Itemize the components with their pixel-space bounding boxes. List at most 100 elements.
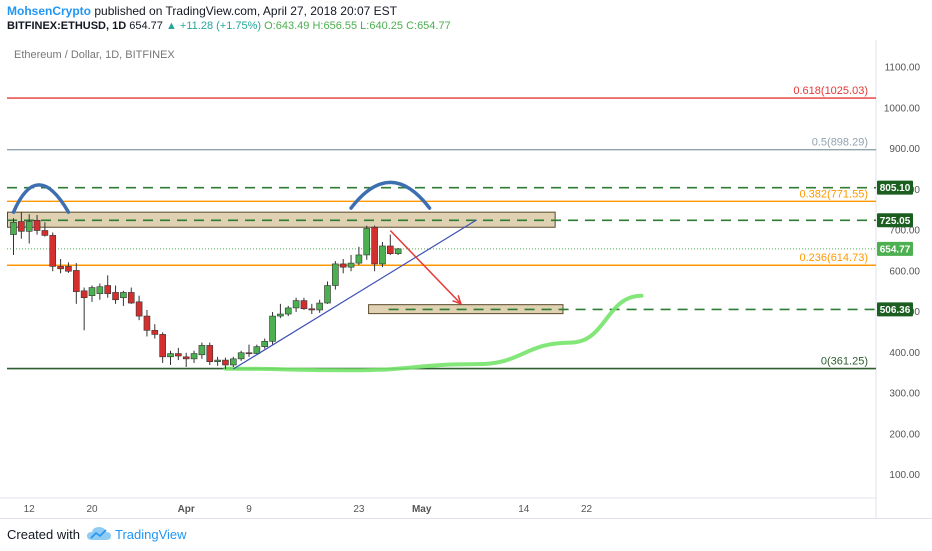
candle bbox=[65, 262, 72, 273]
y-tick-label: 1100.00 bbox=[885, 63, 921, 74]
price-tag-bg bbox=[877, 302, 913, 317]
price-tag-bg bbox=[877, 180, 913, 195]
candle-body bbox=[182, 356, 190, 360]
candle bbox=[112, 285, 119, 304]
candle bbox=[261, 338, 269, 349]
tradingview-brand-link[interactable]: TradingView bbox=[115, 527, 187, 542]
price-axis[interactable]: 100.00200.00300.00400.00500.00600.00700.… bbox=[884, 63, 921, 482]
candle-body bbox=[88, 287, 96, 297]
fib-label: 0.236(614.73) bbox=[800, 252, 869, 264]
author-link[interactable]: MohsenCrypto bbox=[7, 4, 91, 18]
candle-body bbox=[214, 359, 221, 363]
candle bbox=[127, 287, 135, 304]
candle-body bbox=[222, 359, 229, 366]
candle-body bbox=[198, 345, 206, 356]
level-price-tag: 805.10 bbox=[877, 180, 913, 195]
curve-layer bbox=[223, 293, 644, 373]
candle-body bbox=[120, 292, 127, 299]
tradingview-cloud-icon[interactable] bbox=[86, 526, 112, 542]
candle bbox=[284, 305, 292, 317]
candle bbox=[80, 287, 88, 331]
candle bbox=[347, 254, 355, 272]
candle bbox=[143, 309, 151, 337]
price-tag-bg bbox=[877, 241, 913, 256]
candle bbox=[245, 344, 253, 357]
zones-layer bbox=[7, 211, 564, 315]
candle bbox=[332, 261, 339, 290]
candle-body bbox=[65, 266, 72, 272]
x-tick-label: 12 bbox=[24, 504, 36, 515]
candle bbox=[190, 350, 198, 363]
candle-body bbox=[347, 262, 355, 268]
candle-body bbox=[355, 254, 363, 264]
x-tick-label: 22 bbox=[581, 504, 593, 515]
candle bbox=[308, 303, 316, 315]
candle bbox=[300, 297, 308, 310]
close-value: C:654.77 bbox=[406, 20, 451, 32]
level-price-tag: 725.05 bbox=[877, 213, 913, 228]
open-value: O:643.49 bbox=[264, 20, 310, 32]
candle bbox=[175, 347, 182, 361]
drawings-layer bbox=[11, 180, 477, 370]
candle bbox=[253, 344, 261, 355]
x-tick-label: May bbox=[412, 504, 432, 515]
candle bbox=[363, 225, 371, 260]
candle-body bbox=[190, 353, 198, 360]
price-tag-text: 654.77 bbox=[880, 244, 911, 255]
candle-body bbox=[175, 353, 182, 357]
candle-body bbox=[339, 263, 347, 268]
footer: Created with TradingView bbox=[0, 518, 932, 551]
candle-body bbox=[371, 226, 378, 265]
x-tick-label: 20 bbox=[86, 504, 98, 515]
y-tick-label: 600.00 bbox=[889, 266, 920, 277]
price-chart[interactable]: Ethereum / Dollar, 1D, BITFINEX 0.618(10… bbox=[0, 40, 932, 518]
candle-body bbox=[332, 263, 339, 286]
candle bbox=[339, 259, 347, 274]
fib-label: 0.618(1025.03) bbox=[793, 85, 868, 97]
fib-label: 0.382(771.55) bbox=[800, 188, 869, 200]
candle-body bbox=[33, 220, 41, 231]
price-change: +11.28 (+1.75%) bbox=[179, 20, 262, 32]
y-tick-label: 100.00 bbox=[889, 470, 920, 481]
candle-body bbox=[112, 292, 119, 301]
candle-body bbox=[206, 345, 214, 363]
chart-title: Ethereum / Dollar, 1D, BITFINEX bbox=[14, 49, 175, 61]
candle-body bbox=[292, 300, 300, 309]
candle-body bbox=[230, 358, 237, 366]
x-tick-label: 9 bbox=[246, 504, 252, 515]
price-tag-text: 506.36 bbox=[880, 305, 911, 316]
candle bbox=[18, 212, 25, 239]
candle-body bbox=[143, 315, 151, 331]
candle-body bbox=[300, 300, 308, 310]
candle-body bbox=[10, 222, 17, 235]
candle bbox=[73, 263, 80, 304]
fib-label: 0(361.25) bbox=[821, 356, 868, 368]
up-triangle-icon: ▲ bbox=[165, 20, 177, 32]
candle-body bbox=[49, 235, 57, 267]
candle-body bbox=[261, 341, 269, 347]
x-tick-label: 14 bbox=[518, 504, 530, 515]
candle-body bbox=[237, 352, 245, 360]
candle-body bbox=[104, 285, 111, 294]
candle-body bbox=[253, 346, 261, 354]
candle bbox=[371, 225, 378, 272]
x-tick-label: 23 bbox=[353, 504, 365, 515]
candle-body bbox=[245, 352, 253, 355]
candle bbox=[96, 283, 104, 300]
created-with-label: Created with bbox=[7, 527, 80, 542]
candle-body bbox=[73, 270, 80, 292]
time-axis[interactable]: 12 20 Apr 9 23 May 14 22 bbox=[24, 504, 593, 515]
candle-body bbox=[394, 248, 402, 255]
fib-lines-layer: 0.618(1025.03) 0.5(898.29) 0.382(771.55) 0.… bbox=[7, 85, 876, 370]
y-tick-label: 200.00 bbox=[889, 429, 920, 440]
candle-body bbox=[269, 315, 276, 342]
candle-body bbox=[167, 353, 174, 358]
candle-body bbox=[363, 228, 371, 256]
candle bbox=[316, 299, 323, 313]
candle bbox=[120, 290, 127, 306]
candle bbox=[198, 342, 206, 359]
x-tick-label: Apr bbox=[178, 504, 195, 515]
candle bbox=[88, 285, 96, 302]
candle bbox=[167, 350, 174, 365]
candle bbox=[25, 214, 33, 244]
